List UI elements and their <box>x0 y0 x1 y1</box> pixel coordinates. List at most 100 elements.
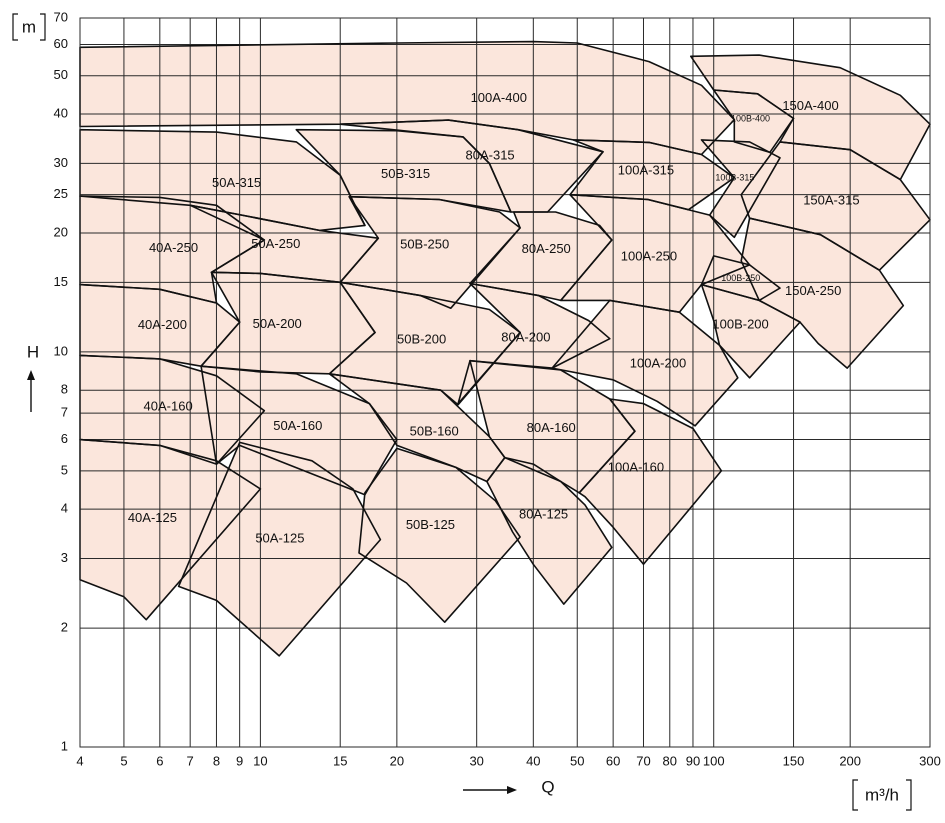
region-fill <box>579 399 722 565</box>
region-label: 50A-200 <box>253 316 302 331</box>
region-outline <box>700 255 781 302</box>
x-tick-label: 60 <box>606 753 620 768</box>
region-label: 150A-315 <box>803 193 859 208</box>
x-tick-label: 7 <box>187 753 194 768</box>
region-fill <box>296 129 511 226</box>
region-label: 50A-315 <box>212 175 261 190</box>
x-tick-label: 90 <box>686 753 700 768</box>
region-label: 100A-200 <box>630 355 686 370</box>
y-tick-label: 40 <box>54 105 68 120</box>
region-label: 50A-125 <box>255 531 304 546</box>
plot-frame <box>79 17 931 748</box>
region-label: 40A-125 <box>128 510 177 525</box>
region-label: 100B-200 <box>712 317 768 332</box>
x-arrow-head <box>507 786 517 794</box>
region-fill <box>80 129 365 231</box>
region-labels: 40A-125 50A-125 50B-125 80A-125 100A-160 40A-… <box>128 90 860 546</box>
region-fill <box>741 218 904 369</box>
region-fill <box>470 212 612 301</box>
region-label: 50B-200 <box>397 332 446 347</box>
region-label: 100B-250 <box>721 273 760 283</box>
x-tick-label: 4 <box>76 753 83 768</box>
region-fill <box>701 284 800 378</box>
region-fill <box>80 41 735 155</box>
y-axis-label: H <box>27 342 39 361</box>
region-fill <box>201 272 375 374</box>
region-fill <box>80 196 265 303</box>
x-tick-label: 6 <box>156 753 163 768</box>
region-fill <box>178 442 381 656</box>
x-tick-label: 40 <box>526 753 540 768</box>
region-fill <box>741 141 930 271</box>
region-outline <box>200 365 398 496</box>
region-outline <box>551 299 739 427</box>
x-tick-label: 15 <box>333 753 347 768</box>
x-axis-label: Q <box>541 777 554 796</box>
region-fill <box>359 448 521 623</box>
region-label: 50B-315 <box>381 166 430 181</box>
region-outline <box>328 373 506 483</box>
region-label: 100B-315 <box>715 173 754 183</box>
region-fill <box>329 373 505 482</box>
y-tick-label: 25 <box>54 186 68 201</box>
y-tick-label: 2 <box>61 620 68 635</box>
region-label: 50A-160 <box>273 418 322 433</box>
y-tick-label: 15 <box>54 274 68 289</box>
region-label: 100A-250 <box>621 248 677 263</box>
region-outline <box>79 40 736 156</box>
region-outline <box>79 128 366 232</box>
region-label: 80A-160 <box>527 420 576 435</box>
region-label: 40A-160 <box>144 399 193 414</box>
x-tick-label: 300 <box>919 753 941 768</box>
y-tick-label: 1 <box>61 738 68 753</box>
region-fill <box>486 457 612 605</box>
y-tick-label: 30 <box>54 155 68 170</box>
region-outline <box>328 281 521 406</box>
region-fill <box>552 300 738 426</box>
y-tick-label: 7 <box>61 405 68 420</box>
region-outlines <box>79 40 931 657</box>
region-label: 80A-250 <box>522 241 571 256</box>
region-outline <box>486 456 613 605</box>
unit-bracket <box>852 779 912 811</box>
region-label: 40A-200 <box>138 317 187 332</box>
region-label: 50A-250 <box>251 236 300 251</box>
region-label: 80A-315 <box>466 148 515 163</box>
region-label: 50B-250 <box>400 236 449 251</box>
x-tick-label: 9 <box>236 753 243 768</box>
x-tick-label: 50 <box>570 753 584 768</box>
region-label: 100A-160 <box>608 460 664 475</box>
region-outline <box>578 398 723 566</box>
region-fill <box>340 196 521 309</box>
y-tick-label: 3 <box>61 550 68 565</box>
region-label: 100A-400 <box>471 90 527 105</box>
x-tick-label: 8 <box>213 753 220 768</box>
x-unit: m³/h <box>865 785 899 804</box>
region-fill <box>701 139 780 238</box>
region-outline <box>177 441 382 657</box>
region-fill <box>458 283 610 404</box>
x-tick-label: 80 <box>663 753 677 768</box>
tick-labels: 4 5 6 7 8 9 10 15 20 30 40 50 60 70 80 90 100 150 200 300 1 2… <box>54 9 941 768</box>
x-tick-label: 5 <box>120 753 127 768</box>
x-tick-label: 30 <box>469 753 483 768</box>
x-tick-label: 20 <box>390 753 404 768</box>
x-tick-label: 150 <box>783 753 805 768</box>
region-outline <box>79 354 266 465</box>
y-tick-label: 4 <box>61 501 68 516</box>
region-fill <box>80 439 261 620</box>
y-tick-label: 60 <box>54 36 68 51</box>
region-fill <box>201 366 397 495</box>
region-label: 100A-315 <box>618 163 674 178</box>
region-fill <box>190 205 379 283</box>
region-outline <box>700 139 781 239</box>
region-fill <box>340 120 603 212</box>
region-outline <box>358 447 521 623</box>
region-label: 150A-250 <box>785 283 841 298</box>
region-label: 150A-400 <box>782 98 838 113</box>
y-tick-label: 6 <box>61 431 68 446</box>
y-unit: m <box>22 17 36 36</box>
region-label: 80A-200 <box>501 329 550 344</box>
y-tick-label: 20 <box>54 224 68 239</box>
